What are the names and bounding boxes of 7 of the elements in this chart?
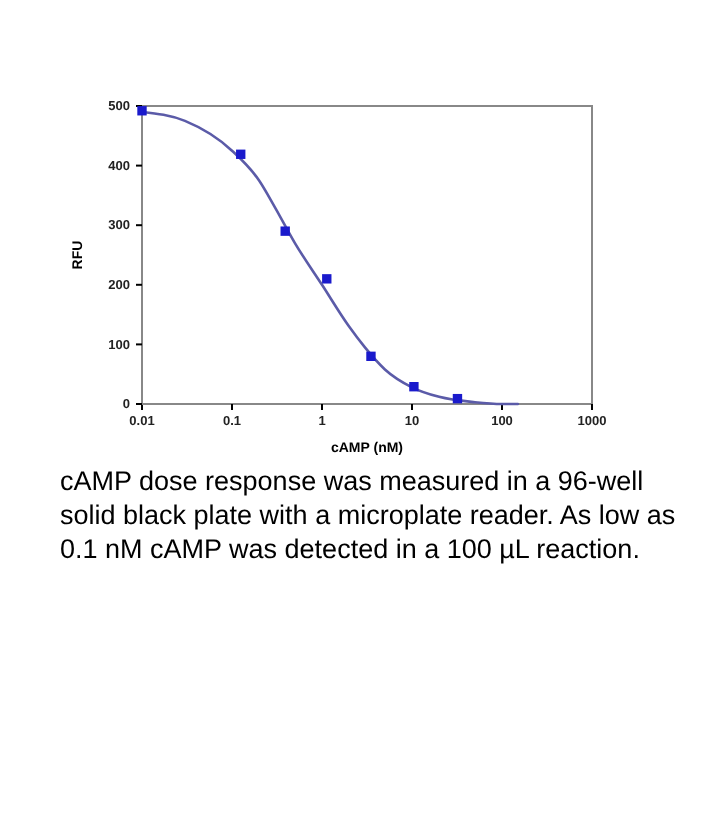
point [409, 382, 419, 392]
point [280, 226, 290, 236]
point [366, 351, 376, 362]
point [236, 149, 246, 159]
point [452, 393, 463, 404]
point [322, 274, 332, 284]
text: cAMP dose response was measured in a 96-well solid black plate with a microplate reader. As low as 0.1 nM cAMP was detected in a 100 µL reaction. [60, 464, 678, 566]
